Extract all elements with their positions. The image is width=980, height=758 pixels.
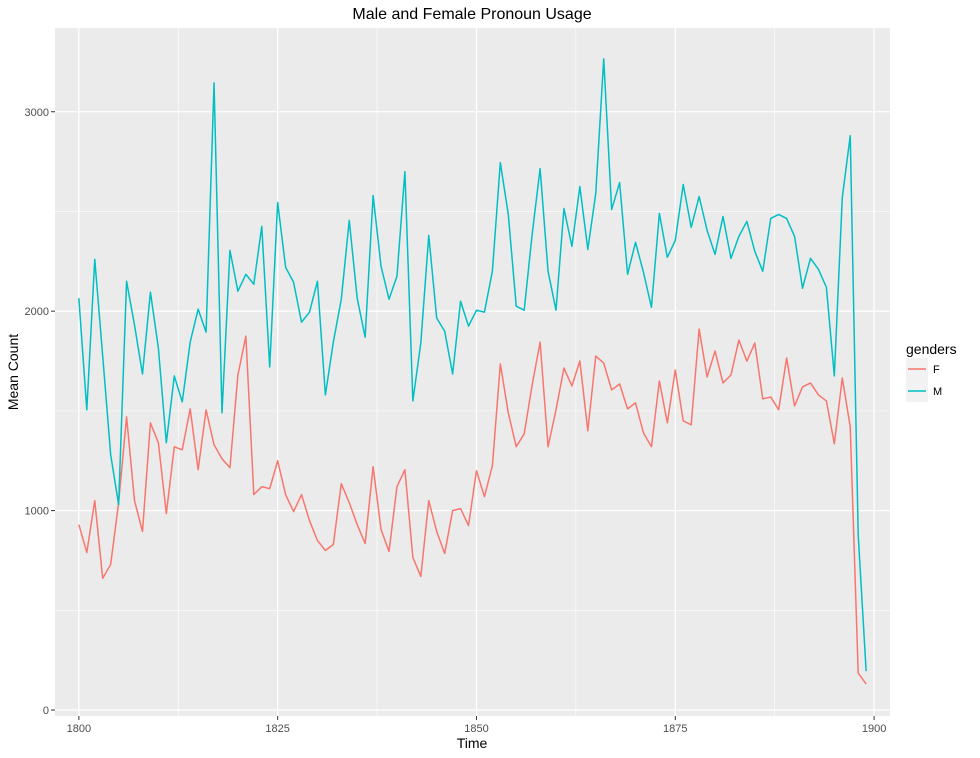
y-tick-label: 1000 bbox=[25, 506, 49, 518]
x-tick-label: 1800 bbox=[67, 723, 91, 735]
y-axis-title: Mean Count bbox=[5, 334, 21, 410]
series-layer bbox=[78, 58, 867, 685]
series-line-f bbox=[78, 328, 867, 685]
x-tick-label: 1850 bbox=[464, 723, 488, 735]
legend-label-f: F bbox=[933, 364, 940, 376]
plot-panel bbox=[55, 28, 890, 716]
x-tick-label: 1900 bbox=[862, 723, 886, 735]
x-tick-label: 1875 bbox=[663, 723, 687, 735]
y-tick-label: 0 bbox=[43, 705, 49, 717]
series-line-m bbox=[78, 58, 867, 672]
legend-title: genders bbox=[906, 341, 957, 357]
x-axis-title: Time bbox=[457, 735, 488, 751]
y-tick-label: 3000 bbox=[25, 107, 49, 119]
x-tick-label: 1825 bbox=[265, 723, 289, 735]
x-axis: 1800 1825 1850 1875 1900 bbox=[67, 716, 886, 735]
legend: genders FM bbox=[906, 341, 957, 402]
chart-title: Male and Female Pronoun Usage bbox=[352, 6, 591, 23]
y-axis: 0 1000 2000 3000 bbox=[25, 107, 55, 717]
legend-label-m: M bbox=[933, 386, 942, 398]
legend-items: FM bbox=[906, 358, 942, 402]
y-tick-label: 2000 bbox=[25, 306, 49, 318]
